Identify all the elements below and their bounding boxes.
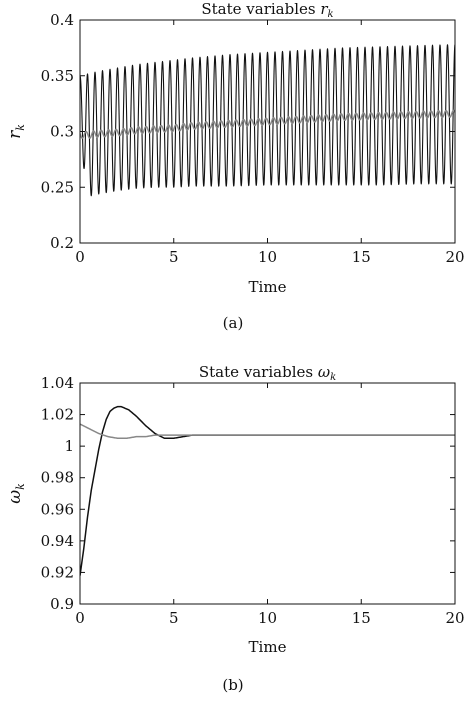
y-tick-label: 1.04 xyxy=(41,374,74,392)
y-tick-label: 0.4 xyxy=(50,11,74,29)
y-tick-label: 0.98 xyxy=(41,469,74,487)
plot-area xyxy=(80,44,455,197)
plot-area xyxy=(80,405,455,576)
y-axis-label-symbol: r xyxy=(5,130,25,139)
y-tick-label: 0.96 xyxy=(41,500,74,518)
x-axis-label: Time xyxy=(249,278,287,296)
chart-title-subscript: k xyxy=(328,9,334,20)
x-tick-label: 15 xyxy=(352,248,371,266)
x-tick-label: 10 xyxy=(258,609,277,627)
chart-title-text: State variables xyxy=(201,0,320,18)
chart-title: State variables ωk xyxy=(199,363,336,383)
x-tick-label: 5 xyxy=(169,248,179,266)
figure-caption: (a) xyxy=(223,314,244,332)
x-axis-label: Time xyxy=(249,638,287,656)
chart-b: State variables ωk0 5 10 15 200.90.920.940.9… xyxy=(5,363,465,694)
chart-title: State variables rk xyxy=(201,0,333,20)
y-tick-label: 0.3 xyxy=(50,123,74,141)
x-tick-label: 20 xyxy=(445,609,464,627)
chart-title-text: State variables xyxy=(199,363,318,381)
y-tick-label: 0.94 xyxy=(41,532,74,550)
x-tick-label: 0 xyxy=(75,609,85,627)
chart-title-symbol: r xyxy=(320,0,328,18)
x-tick-label: 0 xyxy=(75,248,85,266)
x-tick-label: 20 xyxy=(445,248,464,266)
y-tick-label: 1.02 xyxy=(41,406,74,424)
figure-caption: (b) xyxy=(222,676,243,694)
y-tick-label: 0.2 xyxy=(50,234,74,252)
y-axis-label: rk xyxy=(5,124,27,139)
chart-a: State variables rk0 5 10 15 200.20.250.30.35… xyxy=(5,0,465,332)
y-tick-label: 1 xyxy=(64,437,74,455)
y-tick-label: 0.25 xyxy=(41,178,74,196)
series-line-0 xyxy=(80,44,455,197)
series-line-0 xyxy=(80,405,455,576)
y-axis-label-subscript: k xyxy=(14,483,27,490)
y-tick-label: 0.35 xyxy=(41,67,74,85)
x-tick-label: 5 xyxy=(169,609,179,627)
chart-title-subscript: k xyxy=(330,372,336,383)
y-tick-label: 0.9 xyxy=(50,595,74,613)
y-axis-label-symbol: ω xyxy=(5,490,25,504)
x-tick-label: 10 xyxy=(258,248,277,266)
x-tick-label: 15 xyxy=(352,609,371,627)
y-axis-label-subscript: k xyxy=(14,124,27,131)
series-line-1 xyxy=(80,423,455,439)
series-line-1 xyxy=(80,109,455,139)
y-axis-label: ωk xyxy=(5,483,27,504)
chart-title-symbol: ω xyxy=(318,363,330,381)
y-tick-label: 0.92 xyxy=(41,563,74,581)
